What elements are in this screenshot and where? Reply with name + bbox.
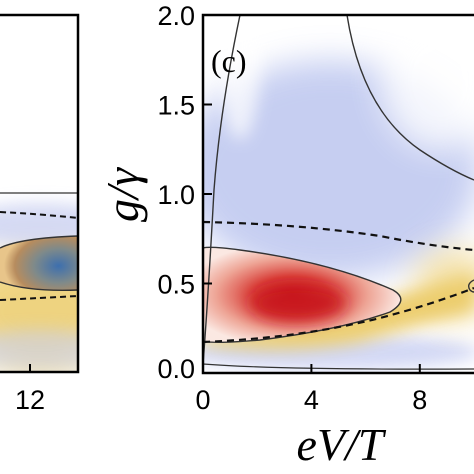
x-tick-label: 8 — [412, 385, 427, 415]
x-tick-label: 0 — [195, 385, 210, 415]
y-tick-label: 0.5 — [157, 270, 195, 300]
y-axis-label: g/γ — [97, 166, 148, 222]
left-heatmap — [0, 192, 78, 372]
left-dashed-upper — [0, 211, 78, 219]
contour-red-loop — [203, 246, 402, 343]
y-tick-label: 2.0 — [157, 1, 195, 31]
y-tick-label: 1.5 — [157, 91, 195, 121]
contour-right-loop — [467, 279, 474, 293]
left-axes-frame — [0, 13, 80, 374]
x-axis-label: eV/T — [297, 419, 387, 470]
heatmap — [203, 15, 474, 373]
red-hotspot — [250, 285, 346, 321]
left-ellipse-region — [0, 236, 78, 291]
y-tick-label: 1.0 — [157, 180, 195, 210]
left-dashed-lower — [0, 295, 78, 301]
left-contour-solid — [0, 235, 78, 249]
y-axis: 0.0 0.5 1.0 1.5 2.0 — [157, 1, 212, 384]
contour-upper-right — [346, 15, 474, 181]
left-panel: 12 — [0, 13, 80, 415]
panel-label: (c) — [211, 43, 247, 79]
y-tick-label: 0.0 — [157, 354, 195, 384]
contour-bottom — [203, 363, 474, 370]
panel-c: 0.0 0.5 1.0 1.5 2.0 0 4 8 (c) g/γ eV/T — [97, 1, 474, 470]
dashed-contour-lower — [203, 286, 474, 344]
x-axis: 0 4 8 — [195, 364, 427, 415]
dashed-contour-upper — [203, 220, 474, 252]
left-x-tick-label: 12 — [15, 385, 45, 415]
left-contour-solid-lower — [0, 281, 78, 291]
contour-left-steep — [203, 15, 241, 365]
x-tick-label: 4 — [304, 385, 319, 415]
